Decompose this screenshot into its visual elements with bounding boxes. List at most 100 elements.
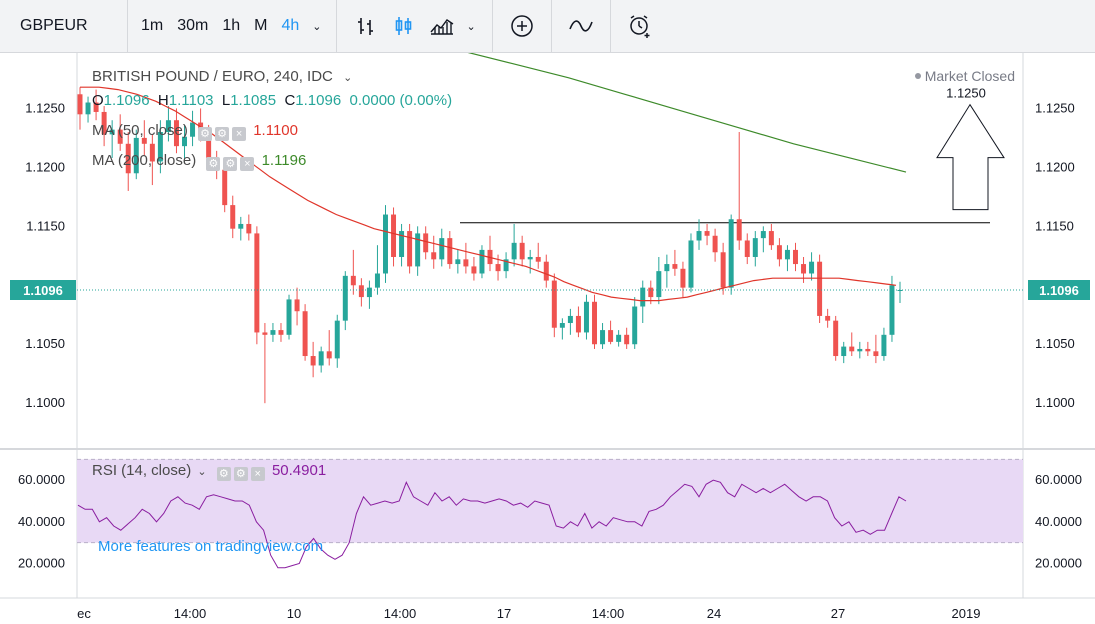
y-tick-label-left: 1.1150: [26, 218, 65, 233]
y-tick-label-right: 1.1000: [1035, 395, 1075, 410]
area-chart-icon[interactable]: [429, 13, 455, 39]
chevron-down-icon[interactable]: ⌄: [312, 20, 322, 33]
chevron-down-icon[interactable]: ⌄: [197, 466, 207, 478]
low-value: 1.1085: [230, 92, 277, 109]
rsi-tick-label-right: 20.0000: [1035, 556, 1082, 571]
interval-selector: 1m 30m 1h M 4h ⌄: [128, 0, 337, 52]
settings-icon[interactable]: ⚙: [215, 127, 230, 141]
ma200-controls: ⚙ ⚙ ×: [206, 154, 257, 171]
candle-body: [543, 261, 549, 281]
candle-body: [616, 334, 622, 342]
candle-body: [415, 233, 421, 267]
x-tick-label: 10: [287, 606, 301, 621]
interval-1h[interactable]: 1h: [222, 17, 241, 34]
candle-body: [165, 120, 171, 132]
candle-body: [302, 311, 308, 357]
x-tick-label: ec: [77, 606, 91, 621]
candle-body: [583, 301, 589, 333]
last-price-text-right: 1.1096: [1039, 283, 1079, 298]
candle-body: [358, 285, 364, 298]
tradingview-link[interactable]: More features on tradingview.com: [98, 538, 324, 555]
ma50-legend[interactable]: MA (50, close) ⚙ ⚙ × 1.1100: [92, 122, 298, 141]
candle-body: [752, 238, 758, 257]
candle-body: [624, 334, 630, 345]
candle-body: [270, 330, 276, 335]
ma50-label: MA (50, close): [92, 122, 188, 139]
bar-chart-icon[interactable]: [353, 13, 379, 39]
settings-icon[interactable]: ⚙: [216, 467, 231, 481]
close-icon[interactable]: ×: [250, 467, 265, 481]
candle-body: [656, 271, 662, 298]
candle-body: [190, 122, 196, 137]
close-icon[interactable]: ×: [232, 127, 247, 141]
candle-body: [286, 299, 292, 335]
candle-body: [608, 330, 614, 342]
candle-body: [809, 261, 815, 274]
open-value: 1.1096: [103, 92, 150, 109]
candle-body: [503, 259, 509, 272]
candle-body: [704, 231, 710, 236]
ma200-line: [467, 53, 907, 173]
series-title-text: BRITISH POUND / EURO, 240, IDC: [92, 68, 333, 85]
close-label: C: [284, 92, 296, 109]
interval-1m[interactable]: 1m: [141, 17, 164, 34]
candle-body: [278, 330, 284, 335]
interval-month[interactable]: M: [254, 17, 268, 34]
chart-style-group: ⌄: [337, 0, 493, 52]
chart-area[interactable]: 1.1250 1.1250 1.1200 1.1200 1.1150 1.1150 1.11…: [0, 53, 1095, 624]
candle-body: [238, 223, 244, 229]
candle-body: [672, 264, 678, 269]
candle-body: [133, 137, 139, 174]
candle-body: [334, 320, 340, 359]
settings-icon[interactable]: ⚙: [223, 157, 238, 171]
chevron-down-icon[interactable]: ⌄: [466, 20, 476, 33]
candle-body: [768, 231, 774, 246]
candle-body: [640, 287, 646, 307]
symbol-search-button[interactable]: GBPEUR: [0, 0, 128, 52]
candle-body: [326, 351, 332, 359]
candle-body: [423, 233, 429, 253]
price-chart[interactable]: 1.1250 1.1250 1.1200 1.1200 1.1150 1.1150 1.11…: [0, 53, 1095, 624]
add-indicator-icon[interactable]: [509, 13, 535, 39]
candle-body: [254, 233, 260, 333]
candles-icon[interactable]: [391, 13, 417, 39]
ma200-legend[interactable]: MA (200, close) ⚙ ⚙ × 1.1196: [92, 152, 306, 171]
last-price-tag-right: [1028, 280, 1090, 300]
high-label: H: [157, 92, 169, 109]
close-icon[interactable]: ×: [240, 157, 255, 171]
candle-body: [696, 231, 702, 241]
symbol-label: GBPEUR: [20, 17, 88, 34]
candle-body: [117, 129, 123, 144]
candle-body: [391, 214, 397, 257]
alert-clock-icon[interactable]: [627, 13, 653, 39]
settings-icon[interactable]: ⚙: [233, 467, 248, 481]
settings-icon[interactable]: ⚙: [206, 157, 221, 171]
last-price-text-left: 1.1096: [23, 283, 63, 298]
candle-body: [125, 143, 131, 174]
candle-body: [559, 323, 565, 328]
candle-body: [173, 120, 179, 147]
settings-icon[interactable]: ⚙: [198, 127, 213, 141]
candle-body: [857, 348, 863, 352]
candle-body: [149, 143, 155, 162]
candle-body: [535, 256, 541, 262]
rsi-controls: ⚙ ⚙ ×: [216, 464, 268, 481]
rsi-legend[interactable]: RSI (14, close) ⌄ ⚙ ⚙ × 50.4901: [92, 462, 326, 481]
candle-body: [873, 351, 879, 357]
candle-body: [865, 348, 871, 352]
compare-icon[interactable]: [568, 13, 594, 39]
candle-body: [712, 235, 718, 253]
candle-body: [736, 219, 742, 241]
interval-30m[interactable]: 30m: [177, 17, 209, 34]
candle-body: [728, 219, 734, 288]
series-title[interactable]: BRITISH POUND / EURO, 240, IDC ⌄: [92, 68, 352, 85]
candle-body: [463, 259, 469, 267]
chevron-down-icon[interactable]: ⌄: [343, 72, 353, 84]
x-tick-label: 14:00: [384, 606, 417, 621]
y-tick-label-right: 1.1050: [1035, 336, 1075, 351]
interval-4h[interactable]: 4h: [281, 17, 300, 34]
candle-body: [350, 275, 356, 286]
candle-body: [760, 231, 766, 239]
candle-body: [318, 351, 324, 366]
alerts-group: [611, 0, 669, 52]
